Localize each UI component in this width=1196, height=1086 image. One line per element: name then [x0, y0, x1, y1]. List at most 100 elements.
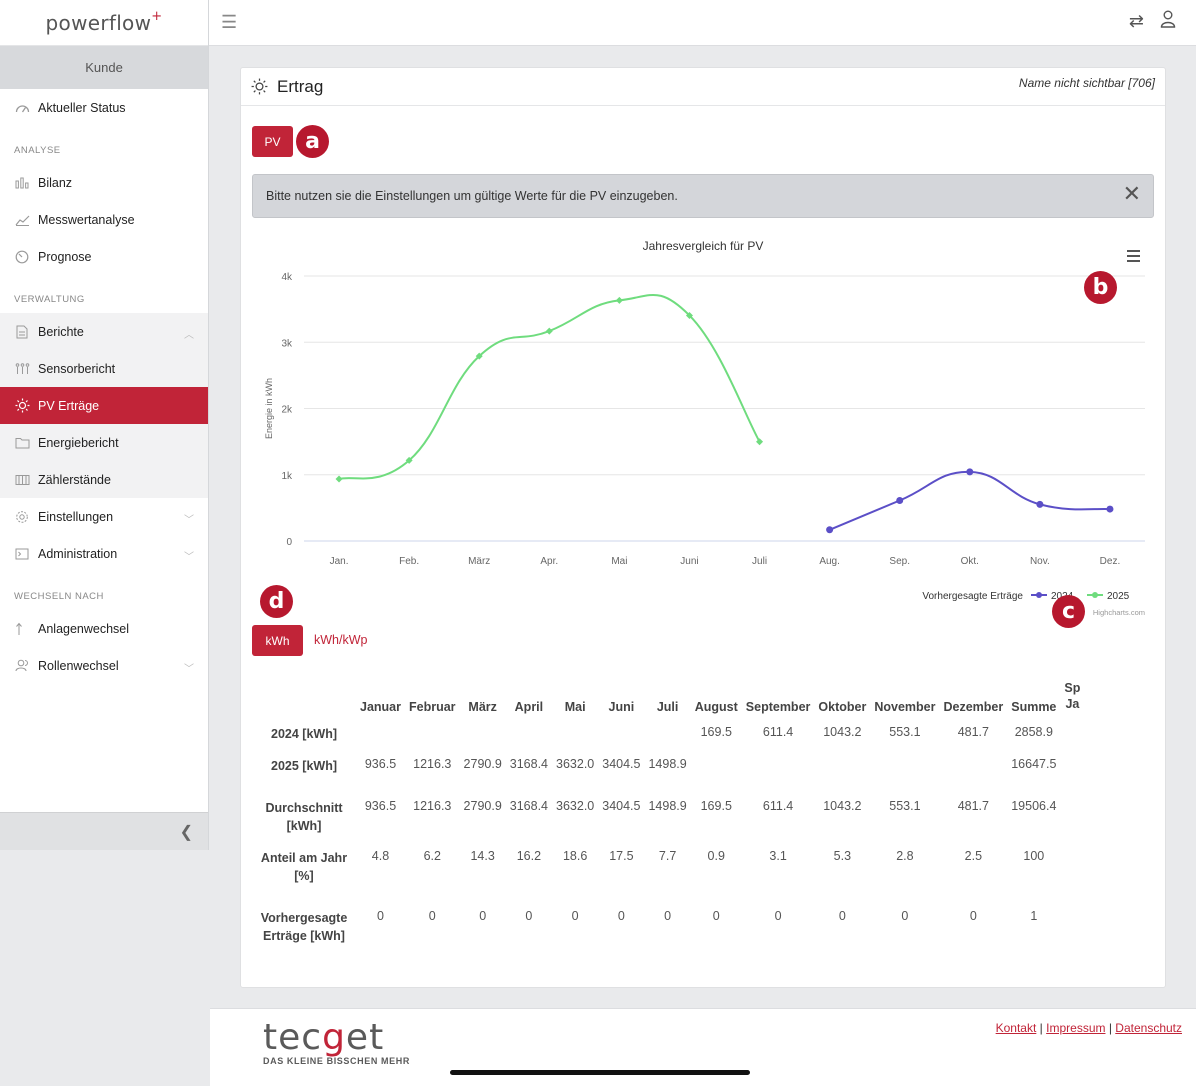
table-header-cell[interactable]: Juli [656, 700, 679, 714]
table-cell [405, 718, 460, 750]
table-cell: 2790.9 [463, 799, 502, 813]
x-tick-label: Okt. [961, 556, 979, 567]
table-header-cell[interactable]: Oktober [818, 700, 867, 714]
chevron-up-icon: ︿ [184, 330, 194, 341]
menu-icon[interactable]: ☰ [221, 12, 238, 32]
sun-icon [251, 78, 268, 100]
table-header-cell[interactable]: Mai [564, 700, 586, 714]
x-tick-label: Juni [680, 556, 698, 567]
legend-marker-2024 [1036, 592, 1042, 598]
sidebar-item-anlagenwechsel[interactable]: Anlagenwechsel [0, 610, 208, 647]
table-cell [691, 750, 742, 792]
table-header-cell[interactable]: September [745, 700, 811, 714]
table-row: 2025 [kWh] 936.5 1216.3 2790.9 3168.4 3632.0 3… [252, 750, 1084, 792]
y-tick-label: 0 [286, 537, 292, 548]
sidebar-item-label: Prognose [38, 249, 92, 264]
data-point-2024 [1106, 505, 1114, 513]
unit-kwh-kwp-link[interactable]: kWh/kWp [314, 633, 368, 647]
table-cell: 0.9 [707, 849, 725, 863]
x-tick-label: Juli [752, 556, 767, 567]
table-cell: 1043.2 [823, 799, 862, 813]
table-cell [1060, 792, 1084, 842]
table-cell: 1043.2 [823, 725, 862, 739]
table-header-cell[interactable]: März [468, 700, 497, 714]
sidebar-item-label: Rollenwechsel [38, 658, 119, 673]
unit-kwh-button[interactable]: kWh [252, 625, 303, 656]
table-header-cell[interactable]: November [874, 700, 936, 714]
chevron-left-icon[interactable]: ❮ [179, 824, 193, 841]
pv-chart: Jahresvergleich für PV 0 1k 2k 3k 4k Energie i… [264, 239, 1145, 617]
chart-credit: Highcharts.com [1093, 608, 1145, 617]
sidebar-item-messwertanalyse[interactable]: Messwertanalyse [0, 201, 208, 238]
table-header-cell[interactable]: Februar [409, 700, 456, 714]
impressum-link[interactable]: Impressum [1046, 1021, 1106, 1035]
sidebar-item-label: Berichte [38, 324, 84, 339]
table-header-cell[interactable]: Dezember [943, 700, 1004, 714]
kontakt-link[interactable]: Kontakt [995, 1021, 1037, 1035]
section-verwaltung: VERWALTUNG [14, 294, 85, 305]
table-cell: 169.5 [700, 799, 732, 813]
y-tick-label: 4k [281, 272, 293, 283]
table-header-cell[interactable]: April [514, 700, 544, 714]
table-cell: 0 [838, 909, 846, 923]
datenschutz-link[interactable]: Datenschutz [1115, 1021, 1182, 1035]
table-header-cell[interactable]: Januar [360, 700, 401, 714]
plant-name: Name nicht sichtbar [706] [1018, 76, 1155, 90]
pv-tab-button[interactable]: PV [252, 126, 293, 157]
table-cell: 611.4 [762, 725, 794, 739]
document-icon [14, 324, 30, 340]
sidebar-item-label: Bilanz [38, 175, 73, 190]
y-tick-label: 3k [281, 338, 293, 349]
user-icon[interactable] [1160, 10, 1176, 33]
table-header-cell[interactable] [252, 678, 356, 718]
customer-label[interactable]: Kunde [0, 46, 208, 89]
sidebar-item-prognose[interactable]: Prognose [0, 238, 208, 275]
sidebar-item-rollenwechsel[interactable]: Rollenwechsel ﹀ [0, 647, 208, 684]
table-cell: 19506.4 [1011, 799, 1057, 813]
row-label: 2024 [kWh] [271, 727, 337, 741]
yield-table: Januar Februar März April Mai Juni Juli August S… [252, 678, 1084, 952]
sidebar-item-berichte[interactable]: Berichte ︿ [0, 313, 208, 350]
data-point-2025 [615, 296, 623, 304]
table-cell: 0 [617, 909, 625, 923]
annotation-marker-b: b [1084, 271, 1117, 304]
table-cell: 1 [1030, 909, 1038, 923]
table-header-cell[interactable]: Summe [1011, 700, 1057, 714]
logo-bar: powerflow+ [0, 0, 208, 46]
table-header-cell[interactable]: August [694, 700, 738, 714]
alert-text: Bitte nutzen sie die Einstellungen um gü… [266, 189, 678, 203]
section-wechseln: WECHSELN NACH [14, 591, 104, 602]
table-header-cell[interactable]: Sp Ja [1064, 681, 1081, 711]
sidebar-item-energiebericht[interactable]: Energiebericht [0, 424, 208, 461]
sidebar-item-label: Aktueller Status [38, 100, 126, 115]
sidebar-item-sensorbericht[interactable]: Sensorbericht [0, 350, 208, 387]
sidebar-item-bilanz[interactable]: Bilanz [0, 164, 208, 201]
sidebar-item-status[interactable]: Aktueller Status [0, 89, 208, 126]
sidebar-item-administration[interactable]: Administration ﹀ [0, 535, 208, 572]
table-cell [506, 718, 552, 750]
table-cell [356, 718, 405, 750]
table-cell: 0 [525, 909, 533, 923]
sidebar-item-einstellungen[interactable]: Einstellungen ﹀ [0, 498, 208, 535]
x-tick-label: Jan. [330, 556, 349, 567]
section-analyse: ANALYSE [14, 145, 61, 156]
legend-label-2025: 2025 [1107, 591, 1130, 602]
series-line-2024 [829, 470, 1111, 531]
timer-icon [14, 249, 30, 265]
table-cell [1060, 902, 1084, 952]
home-indicator [450, 1070, 750, 1075]
sidebar-item-pv-ertraege[interactable]: PV Erträge [0, 387, 208, 424]
annotation-marker-a: a [296, 125, 329, 158]
yield-table-wrap: Januar Februar März April Mai Juni Juli August S… [252, 678, 1155, 968]
powerflow-logo[interactable]: powerflow+ [45, 8, 163, 35]
table-cell: 481.7 [957, 799, 989, 813]
close-icon[interactable]: ✕ [1122, 181, 1141, 206]
sidebar-collapse-bar[interactable]: ❮ [0, 812, 208, 850]
chart-menu-icon [1127, 255, 1140, 257]
sidebar-item-zaehlerstaende[interactable]: Zählerstände [0, 461, 208, 498]
data-point-2024 [826, 526, 834, 534]
table-row: Vorhergesagte Erträge [kWh] 0 0 0 0 0 0 0 0 0 0 0 0 1 [252, 902, 1084, 952]
table-header-cell[interactable]: Juni [608, 700, 635, 714]
legend-marker-2025 [1092, 592, 1098, 598]
swap-icon[interactable]: ⇄ [1128, 11, 1144, 31]
